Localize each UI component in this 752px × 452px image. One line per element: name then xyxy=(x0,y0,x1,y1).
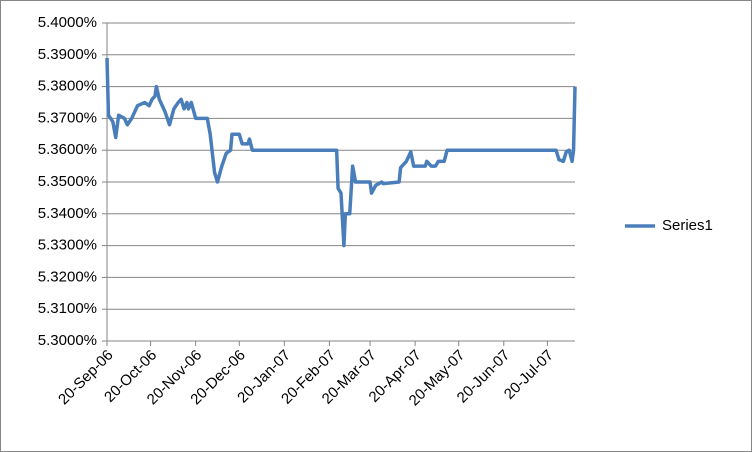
y-tick-label: 5.4000% xyxy=(38,14,97,31)
y-tick-label: 5.3000% xyxy=(38,332,97,349)
legend-label: Series1 xyxy=(662,217,713,234)
y-tick-label: 5.3700% xyxy=(38,109,97,126)
y-tick-label: 5.3200% xyxy=(38,268,97,285)
series-line xyxy=(105,57,577,248)
y-tick-label: 5.3800% xyxy=(38,78,97,95)
y-tick-label: 5.3500% xyxy=(38,173,97,190)
y-tick-label: 5.3300% xyxy=(38,237,97,254)
y-tick-label: 5.3600% xyxy=(38,141,97,158)
y-tick-label: 5.3400% xyxy=(38,205,97,222)
y-tick-label: 5.3100% xyxy=(38,300,97,317)
y-tick-label: 5.3900% xyxy=(38,46,97,63)
